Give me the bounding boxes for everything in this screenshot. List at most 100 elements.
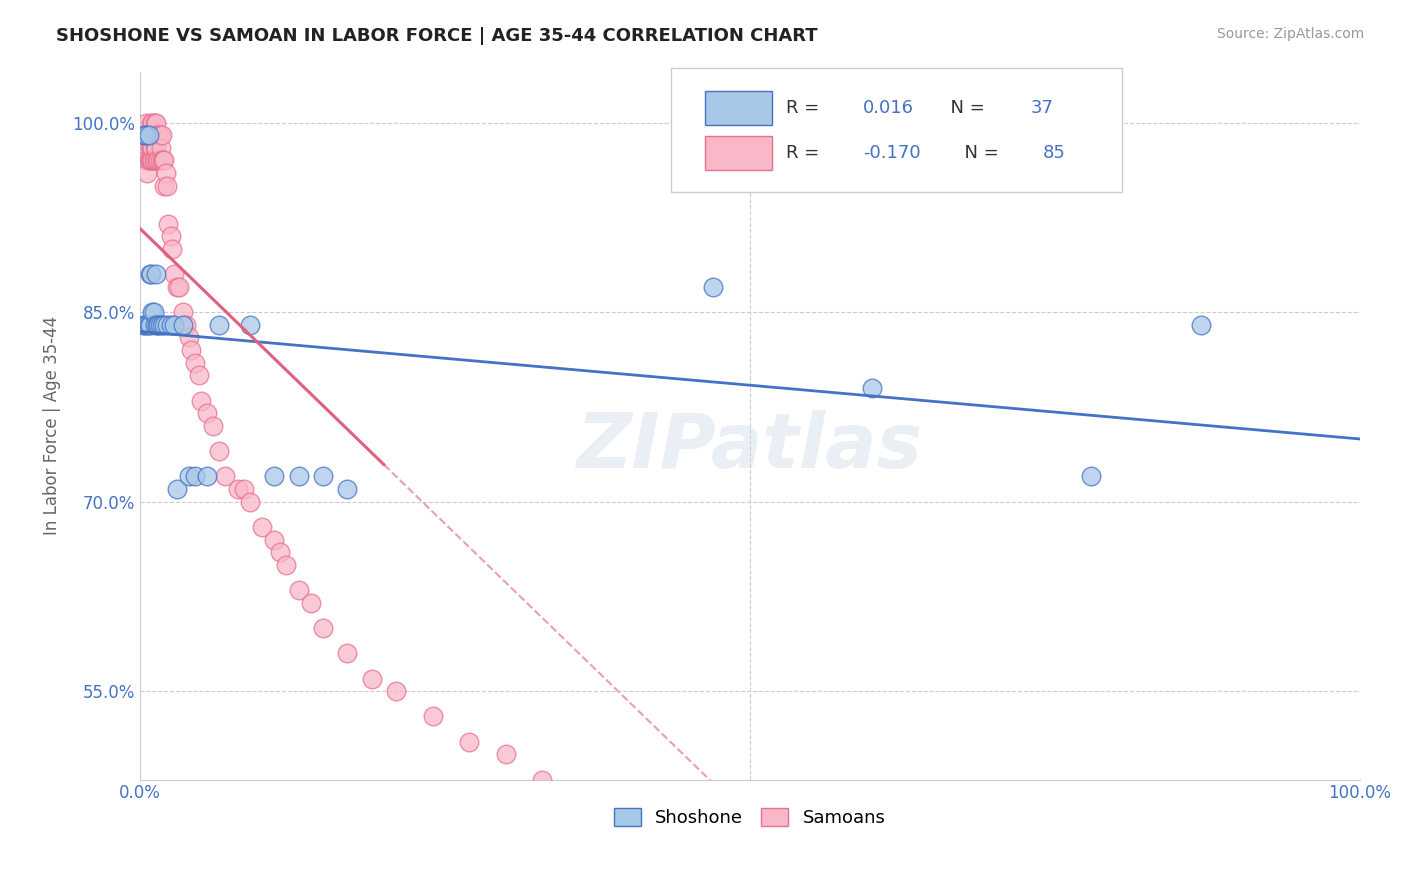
Point: [138, 318, 160, 332]
Point: [139, 153, 162, 168]
Point: [176, 318, 198, 332]
Text: SHOSHONE VS SAMOAN IN LABOR FORCE | AGE 35-44 CORRELATION CHART: SHOSHONE VS SAMOAN IN LABOR FORCE | AGE …: [56, 27, 818, 45]
Legend: Shoshone, Samoans: Shoshone, Samoans: [606, 800, 893, 834]
Point: [156, 178, 179, 193]
Point: [149, 318, 172, 332]
Point: [1080, 469, 1102, 483]
FancyBboxPatch shape: [704, 91, 772, 125]
Point: [143, 115, 166, 129]
Text: Source: ZipAtlas.com: Source: ZipAtlas.com: [1216, 27, 1364, 41]
Point: [163, 267, 186, 281]
Point: [136, 128, 159, 142]
Point: [148, 153, 170, 168]
Point: [860, 861, 883, 875]
Point: [336, 646, 359, 660]
Point: [142, 305, 165, 319]
Point: [702, 280, 724, 294]
Point: [336, 482, 359, 496]
Point: [617, 797, 640, 812]
Point: [150, 128, 173, 142]
Point: [135, 115, 157, 129]
Point: [299, 596, 322, 610]
Point: [139, 115, 162, 129]
Point: [422, 709, 444, 723]
Point: [263, 469, 285, 483]
Point: [149, 141, 172, 155]
Point: [166, 280, 188, 294]
Point: [239, 494, 262, 508]
Point: [131, 318, 153, 332]
Point: [1189, 318, 1212, 332]
Point: [269, 545, 291, 559]
Point: [142, 128, 165, 142]
Point: [148, 318, 170, 332]
Point: [159, 229, 181, 244]
Point: [160, 242, 183, 256]
Point: [153, 318, 176, 332]
Point: [143, 318, 166, 332]
Point: [143, 141, 166, 155]
Point: [195, 469, 218, 483]
Point: [146, 128, 169, 142]
Point: [184, 356, 207, 370]
Point: [163, 318, 186, 332]
Point: [141, 153, 163, 168]
Point: [239, 318, 262, 332]
Point: [157, 217, 180, 231]
FancyBboxPatch shape: [704, 136, 772, 169]
Point: [159, 318, 181, 332]
Point: [141, 305, 163, 319]
Point: [276, 558, 298, 572]
FancyBboxPatch shape: [671, 69, 1122, 193]
Point: [190, 393, 212, 408]
Point: [763, 836, 786, 850]
Point: [139, 267, 162, 281]
Point: [134, 128, 156, 142]
Text: 37: 37: [1031, 99, 1053, 117]
Point: [172, 305, 194, 319]
Point: [167, 280, 190, 294]
Text: ZIPatlas: ZIPatlas: [576, 410, 922, 484]
Text: 0.016: 0.016: [863, 99, 914, 117]
Point: [149, 153, 172, 168]
Point: [208, 318, 231, 332]
Point: [287, 469, 309, 483]
Point: [360, 672, 382, 686]
Point: [202, 418, 225, 433]
Point: [146, 318, 169, 332]
Point: [495, 747, 517, 762]
Point: [152, 153, 174, 168]
Text: 85: 85: [1042, 144, 1066, 161]
Point: [921, 873, 943, 888]
Point: [263, 533, 285, 547]
Text: N =: N =: [953, 144, 1005, 161]
Point: [150, 318, 173, 332]
Text: R =: R =: [786, 144, 825, 161]
Point: [714, 823, 737, 838]
Point: [665, 811, 688, 825]
Point: [232, 482, 254, 496]
Point: [138, 153, 160, 168]
Text: R =: R =: [786, 99, 825, 117]
Point: [150, 153, 173, 168]
Point: [385, 684, 408, 698]
Point: [226, 482, 249, 496]
Text: -0.170: -0.170: [863, 144, 921, 161]
Point: [195, 406, 218, 420]
Point: [143, 153, 166, 168]
Point: [139, 153, 162, 168]
Point: [458, 735, 481, 749]
Y-axis label: In Labor Force | Age 35-44: In Labor Force | Age 35-44: [44, 317, 60, 535]
Point: [139, 267, 162, 281]
Point: [250, 520, 273, 534]
Point: [138, 128, 160, 142]
Point: [153, 178, 176, 193]
Point: [149, 128, 172, 142]
Point: [139, 318, 162, 332]
Point: [132, 128, 155, 142]
Point: [187, 368, 209, 383]
Point: [141, 141, 163, 155]
Point: [134, 318, 156, 332]
Point: [155, 166, 177, 180]
Point: [142, 153, 165, 168]
